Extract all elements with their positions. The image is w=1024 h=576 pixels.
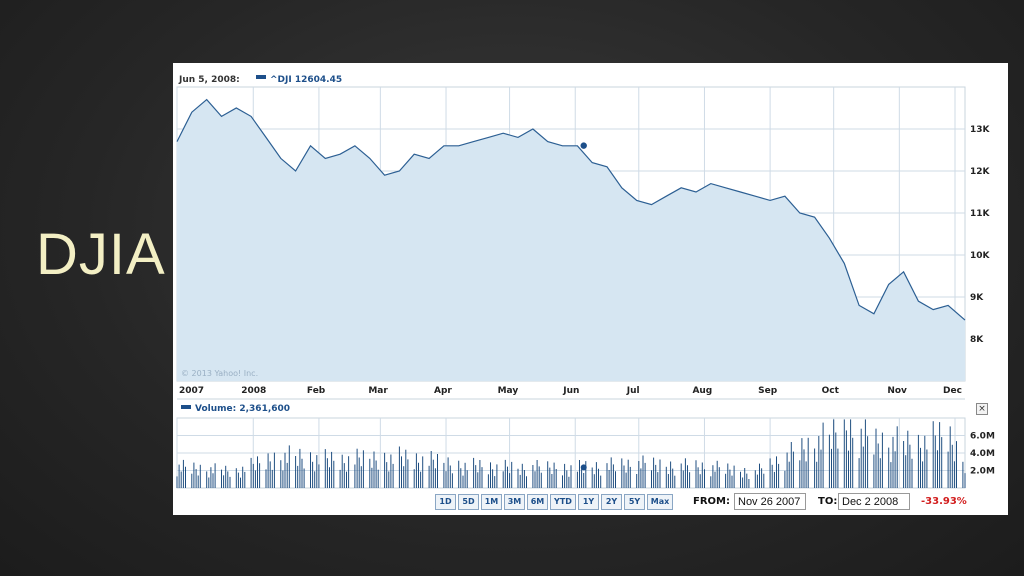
y-tick-label: 10K	[970, 251, 991, 261]
chart-date-label: Jun 5, 2008:	[178, 75, 240, 85]
x-tick-label: Apr	[434, 386, 452, 396]
x-tick-label: Aug	[692, 386, 712, 396]
date-axis-labels: 2007 2008 Feb Mar Apr May Jun Jul Aug Sep Oct Nov De…	[179, 386, 962, 396]
range-button-max[interactable]: Max	[647, 494, 673, 510]
y-tick-label: 12K	[970, 167, 991, 177]
to-date-input[interactable]	[838, 493, 910, 510]
x-tick-label: May	[498, 386, 519, 396]
volume-tick-label: 4.0M	[970, 449, 995, 459]
volume-tick-label: 2.0M	[970, 467, 995, 477]
to-label: TO:	[818, 496, 838, 507]
range-button-1d[interactable]: 1D	[435, 494, 456, 510]
range-button-6m[interactable]: 6M	[527, 494, 548, 510]
y-tick-label: 8K	[970, 335, 984, 345]
x-tick-label: Mar	[368, 386, 388, 396]
x-tick-label: Oct	[822, 386, 840, 396]
range-button-ytd[interactable]: YTD	[550, 494, 576, 510]
range-button-1y[interactable]: 1Y	[578, 494, 599, 510]
price-area-fill	[177, 99, 965, 381]
volume-legend-swatch	[181, 405, 191, 409]
from-label: FROM:	[693, 496, 730, 507]
y-tick-label: 13K	[970, 125, 991, 135]
volume-tick-label: 6.0M	[970, 432, 995, 442]
volume-highlight-marker[interactable]	[580, 464, 587, 471]
x-tick-label: Jun	[562, 386, 579, 396]
x-tick-label: Feb	[307, 386, 326, 396]
volume-axis-labels: 6.0M 4.0M 2.0M	[970, 432, 995, 477]
percent-change: -33.93%	[921, 496, 967, 507]
price-highlight-marker[interactable]	[580, 142, 587, 149]
range-button-3m[interactable]: 3M	[504, 494, 525, 510]
x-tick-label: 2008	[241, 386, 266, 396]
y-tick-label: 9K	[970, 293, 984, 303]
x-tick-label: Jul	[626, 386, 640, 396]
price-axis-labels: 13K 12K 11K 10K 9K 8K	[970, 125, 991, 345]
x-tick-label: Nov	[887, 386, 907, 396]
from-date-input[interactable]	[734, 493, 806, 510]
price-line	[176, 98, 966, 321]
x-tick-label: Dec	[943, 386, 962, 396]
x-tick-label: Sep	[758, 386, 778, 396]
range-button-5y[interactable]: 5Y	[624, 494, 645, 510]
volume-bars	[176, 419, 966, 488]
volume-legend-label: Volume: 2,361,600	[195, 404, 290, 414]
y-tick-label: 11K	[970, 209, 991, 219]
stock-chart: Jun 5, 2008: ^DJI 12604.45 © 2013 Yahoo!…	[176, 75, 995, 489]
range-button-2y[interactable]: 2Y	[601, 494, 622, 510]
copyright-text: © 2013 Yahoo! Inc.	[181, 369, 258, 378]
x-tick-label: 2007	[179, 386, 204, 396]
range-button-1m[interactable]: 1M	[481, 494, 502, 510]
slide-title: DJIA	[36, 222, 166, 287]
chart-panel: Jun 5, 2008: ^DJI 12604.45 © 2013 Yahoo!…	[173, 63, 1008, 515]
series-legend-swatch	[256, 75, 266, 79]
series-legend-label: ^DJI 12604.45	[270, 75, 342, 85]
close-volume-button[interactable]: ×	[976, 403, 988, 415]
range-button-5d[interactable]: 5D	[458, 494, 479, 510]
